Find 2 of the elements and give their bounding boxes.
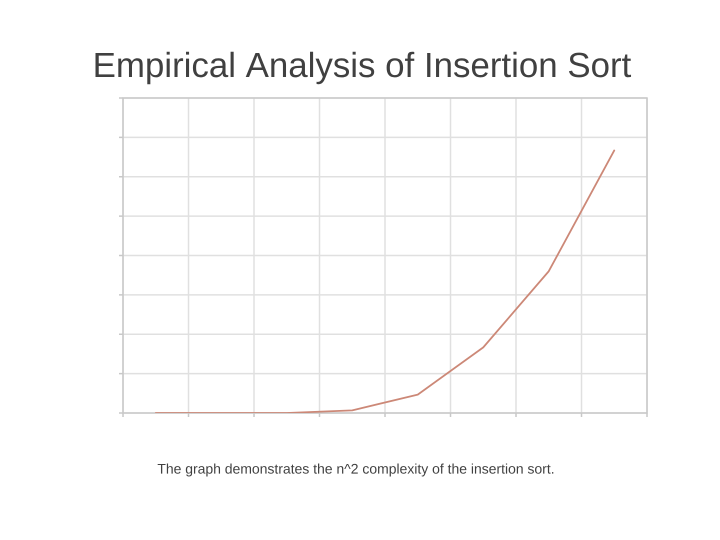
text: The graph demonstrates the n^2 complexity of the insertion sort. [158, 463, 554, 476]
chart-title: Empirical Analysis of Insertion Sort [95, 52, 632, 84]
